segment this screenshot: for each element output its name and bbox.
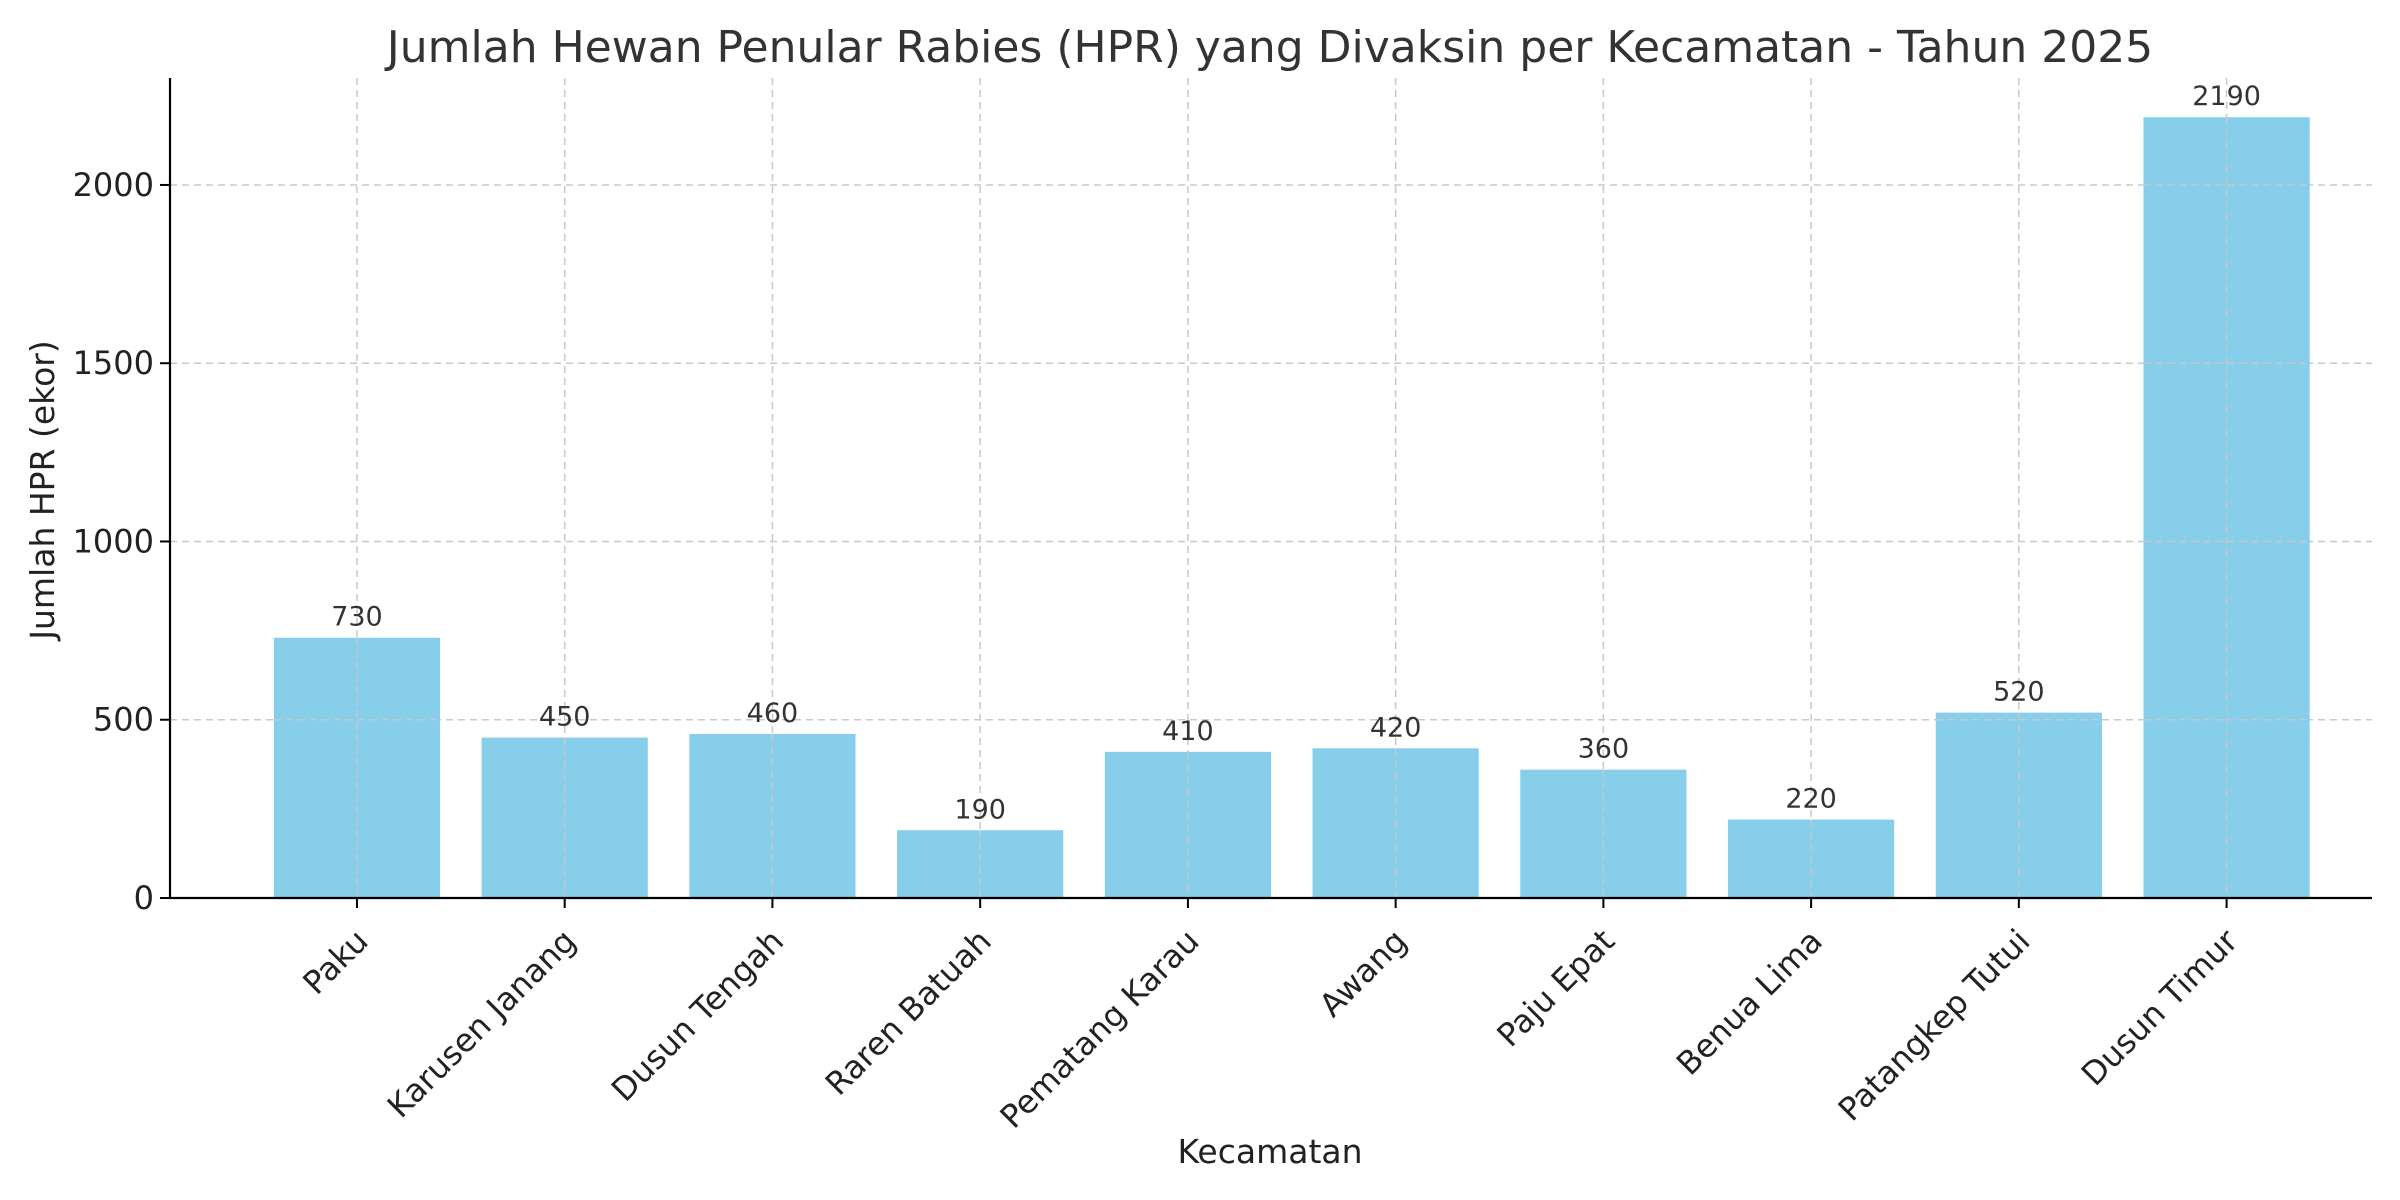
data-label: 220 — [1785, 784, 1837, 815]
data-label: 730 — [331, 602, 383, 633]
x-tick-label: Pematang Karau — [993, 922, 1207, 1136]
data-label: 520 — [1993, 677, 2045, 708]
y-tick-label: 1000 — [73, 522, 154, 560]
y-tick-label: 500 — [93, 701, 154, 739]
axes-layer — [160, 78, 2372, 908]
y-tick-label: 2000 — [73, 166, 154, 204]
data-label: 360 — [1578, 734, 1630, 765]
bar-raren-batuah — [897, 830, 1064, 898]
x-axis-label: Kecamatan — [1177, 1132, 1362, 1171]
x-tick-label: Benua Lima — [1669, 922, 1830, 1083]
x-tick-label: Raren Batuah — [818, 922, 999, 1103]
chart-title: Jumlah Hewan Penular Rabies (HPR) yang D… — [384, 22, 2153, 73]
data-label: 190 — [954, 794, 1006, 825]
data-label: 460 — [747, 698, 799, 729]
x-tick-label: Paju Epat — [1489, 922, 1622, 1055]
x-tick-label: Paku — [295, 922, 375, 1002]
y-axis-label: Jumlah HPR (ekor) — [23, 340, 62, 641]
data-label: 450 — [539, 702, 591, 733]
x-tick-label: Dusun Timur — [2074, 921, 2246, 1093]
x-tick-label: Karusen Janang — [380, 922, 584, 1126]
x-tick-label: Patangkep Tutui — [1831, 922, 2038, 1129]
data-label: 420 — [1370, 712, 1422, 743]
data-label: 410 — [1162, 716, 1214, 747]
data-label: 2190 — [2192, 81, 2261, 112]
x-tick-label: Dusun Tengah — [604, 922, 791, 1109]
y-tick-label: 0 — [134, 879, 154, 917]
labels-layer: 0 500 1000 1500 2000 730 450 460 190 410 420 360 220… — [73, 81, 2261, 1136]
x-tick-label: Awang — [1312, 922, 1415, 1025]
bars-layer — [273, 117, 2310, 898]
y-tick-label: 1500 — [73, 344, 154, 382]
grid-layer — [170, 78, 2372, 898]
